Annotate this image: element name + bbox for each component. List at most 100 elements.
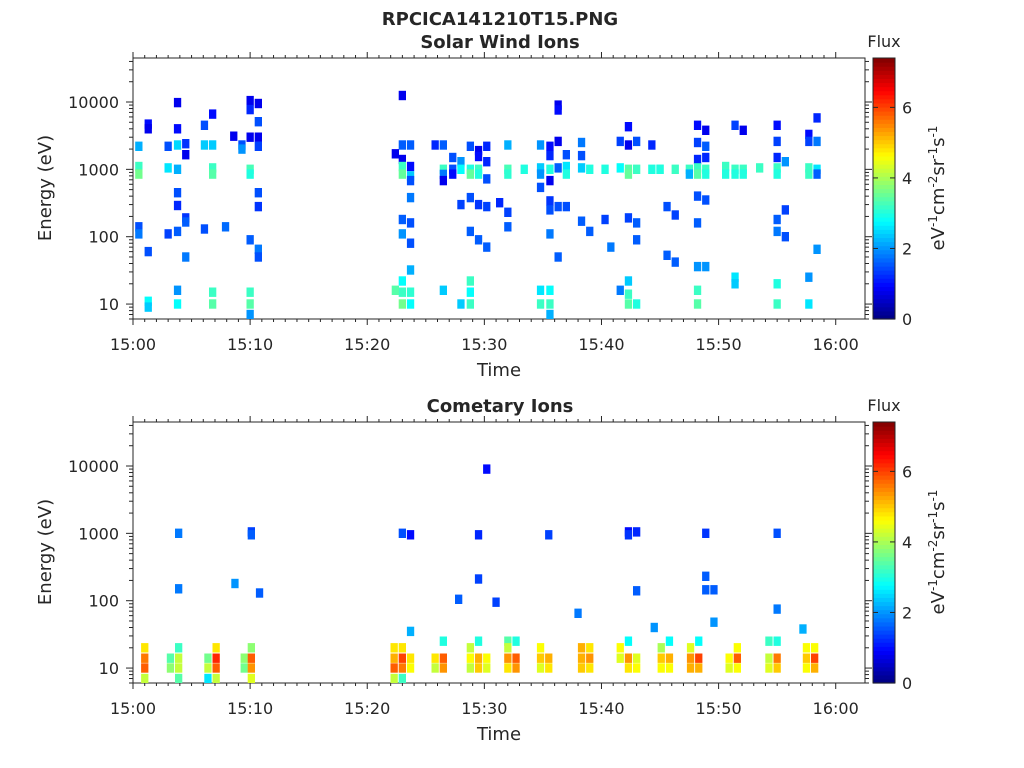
flux-cell — [254, 141, 262, 151]
flux-cell — [657, 643, 665, 653]
flux-cell — [546, 299, 554, 309]
y-tick-label: 100 — [88, 592, 119, 611]
flux-cell — [406, 299, 415, 309]
flux-cell — [504, 636, 512, 646]
flux-cell — [665, 636, 674, 646]
flux-cell — [586, 643, 594, 653]
flux-cell — [813, 136, 821, 147]
flux-cell — [512, 663, 520, 673]
flux-cell — [135, 222, 143, 232]
x-axis-ticks: 15:00 15:10 15:20 15:30 15:40 15:50 16:00 — [110, 416, 859, 718]
colorbar-unit: eV-1cm-2sr-1s-1 — [926, 126, 949, 251]
flux-cell — [431, 653, 439, 663]
flux-cell — [466, 141, 474, 151]
flux-cell — [398, 154, 406, 165]
flux-cell — [607, 242, 615, 252]
flux-cell — [773, 528, 781, 538]
cometary-panel: Cometary Ions 15:00 15:10 15:20 15:30 15:40 1… — [35, 396, 872, 745]
flux-cell — [813, 169, 821, 179]
flux-cell — [474, 663, 483, 673]
flux-cell — [657, 663, 665, 673]
y-tick-label: 100 — [88, 228, 119, 247]
flux-cell — [616, 653, 624, 663]
flux-cell — [554, 105, 562, 115]
flux-cell — [212, 663, 220, 673]
flux-cell — [733, 643, 741, 653]
flux-cell — [247, 653, 255, 663]
flux-cell — [504, 222, 512, 232]
flux-cell — [483, 464, 491, 474]
flux-cell — [455, 594, 463, 604]
flux-cell — [439, 164, 447, 174]
flux-cell — [536, 285, 545, 295]
x-tick-label: 16:00 — [813, 699, 859, 718]
y-tick-label: 1000 — [78, 160, 119, 179]
flux-cell — [695, 653, 703, 663]
flux-cell — [439, 175, 447, 186]
flux-cell — [398, 90, 406, 101]
flux-cell — [504, 653, 512, 663]
flux-cell — [546, 141, 554, 151]
flux-cell — [173, 124, 182, 134]
flux-cell — [254, 188, 262, 198]
flux-cell — [765, 663, 773, 673]
flux-cell — [141, 653, 149, 663]
flux-cell — [554, 136, 562, 147]
flux-cell — [483, 174, 491, 184]
flux-cell — [474, 235, 483, 245]
flux-cell — [173, 97, 182, 108]
flux-cell — [545, 653, 553, 663]
y-axis-ticks: 10 100 1000 10000 — [68, 60, 872, 320]
flux-cell — [254, 201, 262, 212]
flux-cell — [773, 636, 781, 646]
flux-cell — [466, 287, 474, 297]
x-tick-label: 15:30 — [461, 699, 507, 718]
flux-cell — [512, 636, 520, 646]
colorbar-tick-label: 6 — [902, 462, 912, 481]
flux-cell — [702, 195, 710, 205]
flux-cell — [805, 129, 813, 140]
flux-cell — [756, 163, 764, 173]
flux-cell — [725, 663, 733, 673]
flux-cell — [483, 663, 491, 673]
colorbar-tick-label: 2 — [902, 603, 912, 622]
flux-cell — [483, 201, 491, 212]
flux-cell — [474, 169, 483, 179]
flux-cell — [173, 140, 182, 150]
flux-cell — [562, 169, 570, 179]
flux-cell — [663, 201, 671, 212]
flux-cell — [624, 122, 633, 132]
flux-cell — [466, 169, 474, 179]
flux-cell — [693, 299, 702, 309]
x-tick-label: 15:20 — [344, 699, 390, 718]
flux-cell — [247, 673, 255, 683]
panel-title: Cometary Ions — [427, 396, 574, 417]
flux-cell — [238, 144, 246, 154]
x-tick-label: 15:40 — [578, 335, 624, 354]
flux-cell — [731, 279, 739, 289]
colorbar-tick-label: 4 — [902, 533, 912, 552]
flux-cell — [586, 164, 594, 174]
flux-cell — [173, 188, 182, 198]
flux-cell — [173, 226, 182, 237]
flux-cell — [616, 643, 624, 653]
flux-cell — [536, 163, 545, 173]
colorbar-ticks: 0 2 4 6 — [873, 98, 912, 329]
flux-cell — [624, 164, 633, 174]
flux-cell — [624, 663, 633, 673]
flux-cell — [554, 252, 562, 262]
flux-cell — [624, 169, 633, 179]
flux-cell — [390, 673, 398, 683]
figure-title: RPCICA141210T15.PNG — [382, 9, 618, 30]
flux-cell — [577, 653, 586, 663]
flux-cell — [811, 663, 819, 673]
flux-cell — [466, 663, 474, 673]
flux-cell — [685, 169, 693, 179]
x-tick-label: 15:10 — [227, 335, 273, 354]
flux-cell — [693, 191, 702, 201]
flux-cell — [175, 643, 183, 653]
flux-cell — [240, 663, 248, 673]
flux-cell — [246, 132, 254, 142]
flux-cell — [175, 528, 183, 538]
